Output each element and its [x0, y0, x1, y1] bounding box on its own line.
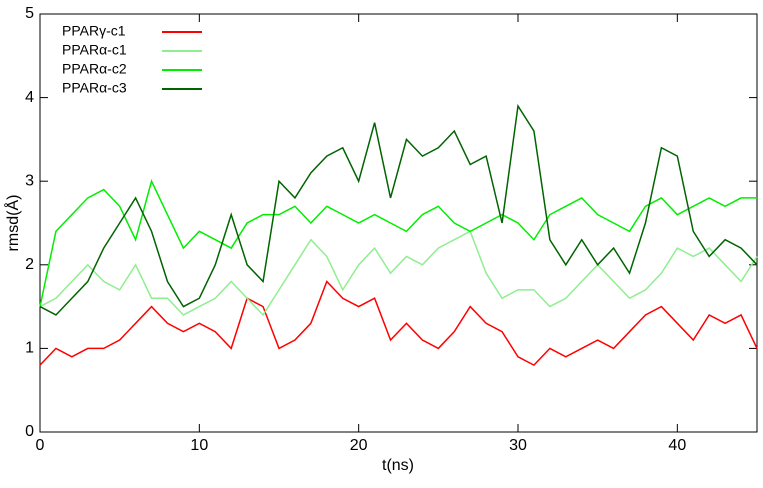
y-tick-label: 5	[25, 5, 34, 22]
x-axis-label: t(ns)	[382, 457, 414, 474]
x-tick-label: 20	[350, 437, 368, 454]
plot-frame	[39, 13, 758, 433]
y-axis-label: rmsd(Å)	[3, 195, 22, 252]
legend-label: PPARα-c3	[62, 80, 127, 96]
x-tick-label: 30	[509, 437, 527, 454]
y-tick-label: 4	[25, 89, 34, 106]
y-tick-label: 1	[25, 340, 34, 357]
y-tick-label: 0	[25, 423, 34, 440]
legend-label: PPARγ-c1	[62, 23, 126, 39]
legend-label: PPARα-c2	[62, 61, 127, 77]
legend-label: PPARα-c1	[62, 42, 127, 58]
x-tick-label: 40	[668, 437, 686, 454]
series-line	[39, 179, 757, 307]
series-line	[39, 280, 758, 367]
y-tick-label: 2	[25, 256, 34, 273]
series-line	[39, 230, 758, 317]
series-line	[39, 103, 758, 316]
x-tick-label: 10	[190, 437, 208, 454]
y-tick-label: 3	[25, 172, 34, 189]
x-tick-label: 0	[36, 437, 45, 454]
